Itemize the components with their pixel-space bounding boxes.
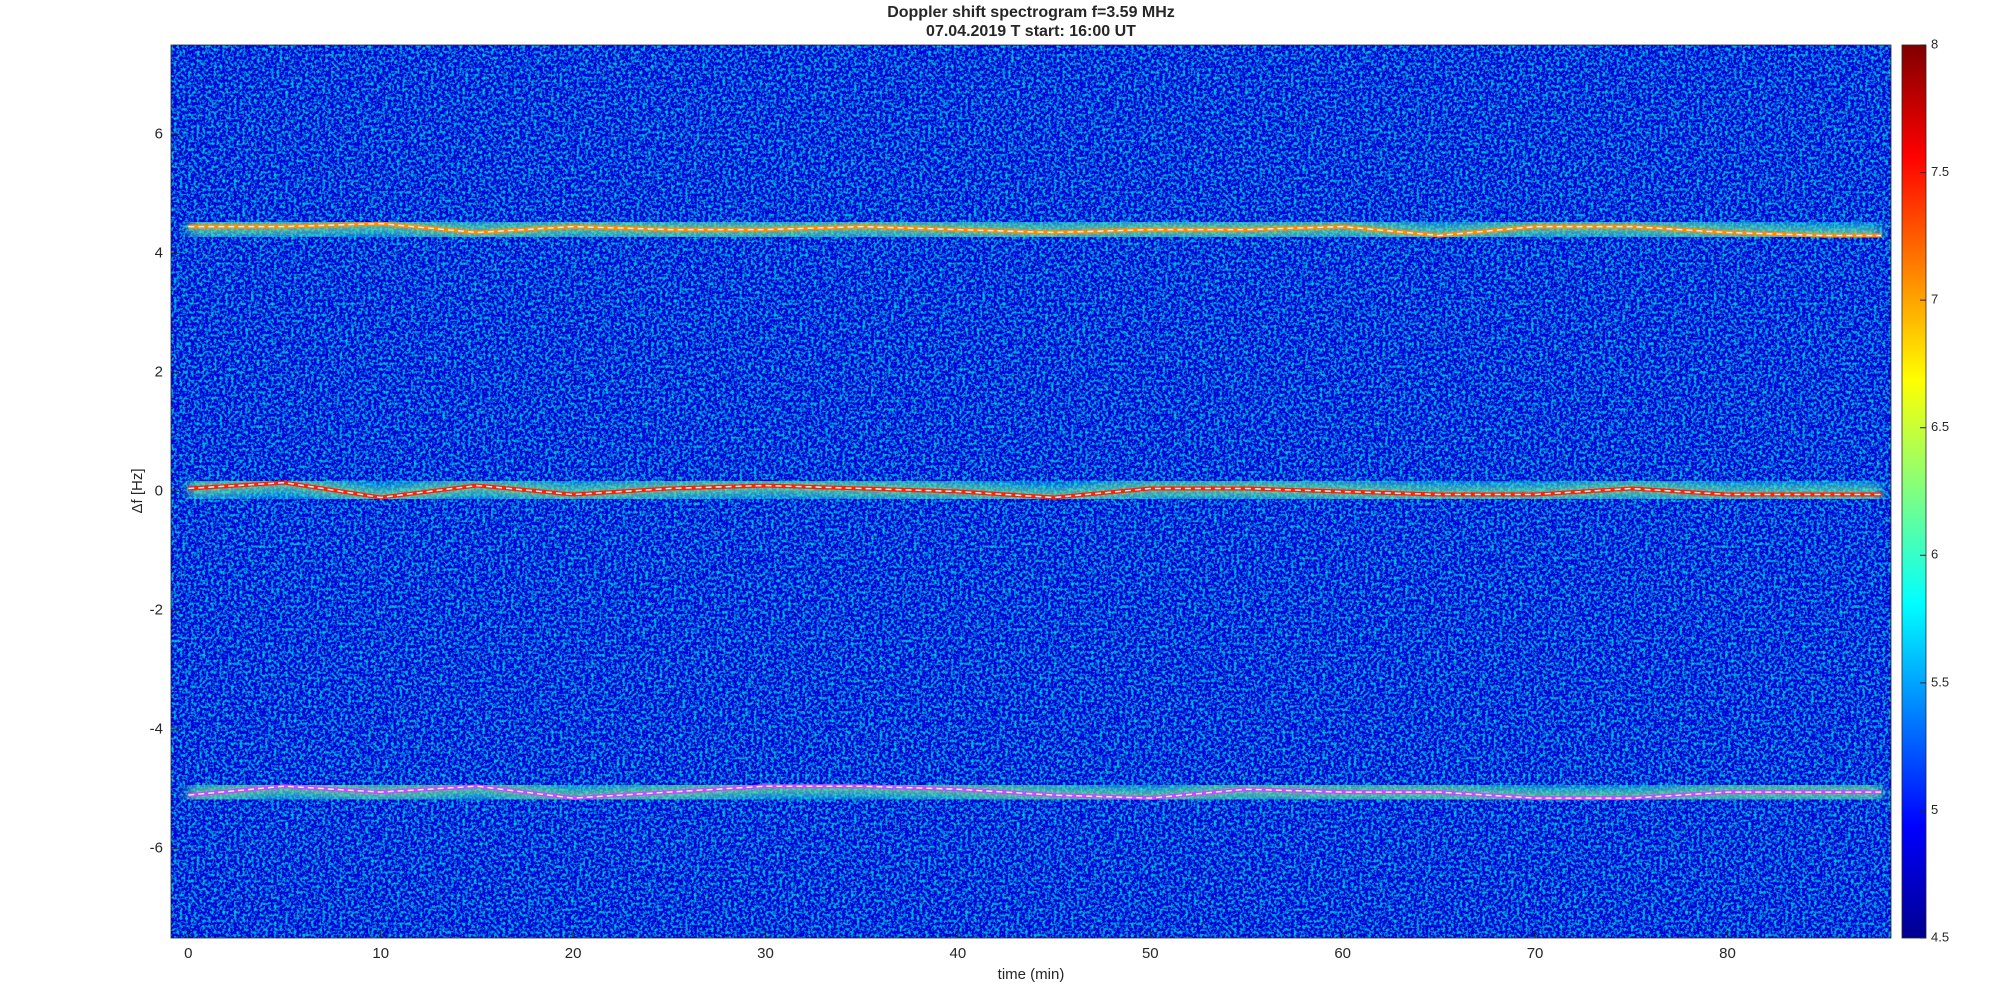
trace-center — [188, 222, 1882, 237]
chart-title: Doppler shift spectrogram f=3.59 MHz — [887, 4, 1175, 21]
x-tick-label: 40 — [950, 945, 967, 962]
y-tick-label: 2 — [155, 363, 163, 380]
x-tick-label: 60 — [1334, 945, 1351, 962]
x-tick-label: 30 — [757, 945, 774, 962]
x-tick-label: 80 — [1719, 945, 1736, 962]
y-tick-label: 0 — [155, 482, 163, 499]
colorbar-tick-label: 5.5 — [1931, 674, 1949, 689]
y-tick-label: -6 — [150, 840, 163, 857]
trace-center — [188, 785, 1882, 799]
x-tick-label: 20 — [565, 945, 582, 962]
x-axis-label: time (min) — [998, 966, 1065, 983]
y-tick-label: 6 — [155, 125, 163, 142]
y-tick-label: -2 — [150, 602, 163, 619]
colorbar-tick-label: 4.5 — [1931, 929, 1949, 944]
colorbar-tick-label: 7.5 — [1931, 164, 1949, 179]
colorbar-tick-label: 5 — [1931, 802, 1938, 817]
x-tick-label: 70 — [1527, 945, 1544, 962]
colorbar-tick-label: 8 — [1931, 36, 1938, 51]
x-tick-label: 50 — [1142, 945, 1159, 962]
colorbar-tick-label: 6.5 — [1931, 419, 1949, 434]
y-tick-label: 4 — [155, 244, 163, 261]
x-tick-label: 10 — [372, 945, 389, 962]
trace-center — [188, 481, 1882, 499]
x-tick-label: 0 — [184, 945, 192, 962]
chart-subtitle: 07.04.2019 T start: 16:00 UT — [926, 23, 1136, 40]
traces — [186, 206, 1882, 816]
colorbar-tick-label: 7 — [1931, 292, 1938, 307]
colorbar — [1901, 44, 1927, 939]
y-axis-label: Δf [Hz] — [129, 468, 146, 513]
y-tick-label: -4 — [150, 721, 163, 738]
colorbar-tick-label: 6 — [1931, 547, 1938, 562]
